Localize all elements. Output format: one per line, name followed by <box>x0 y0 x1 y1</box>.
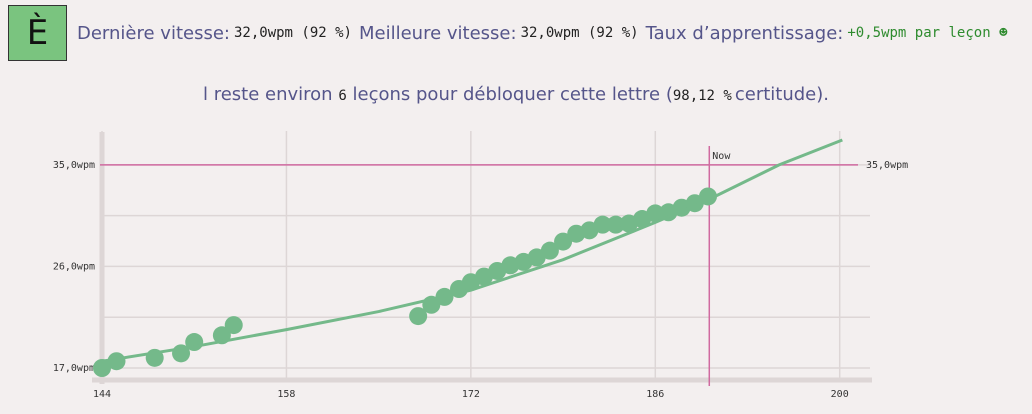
point <box>593 215 612 234</box>
stat-value: 32,0wpm (92 %) <box>233 25 352 41</box>
stat-label: Meilleure vitesse: <box>359 22 517 44</box>
letter: È <box>8 5 67 61</box>
stat-value: 32,0wpm (92 %) <box>520 25 639 41</box>
x-tick-label: 158 <box>277 389 295 400</box>
y-tick-label: 26,0wpm <box>53 261 95 272</box>
x-tick-label: 144 <box>93 389 111 400</box>
point <box>606 215 625 234</box>
header: È Dernière vitesse: 32,0wpm (92 %) Meille… <box>8 5 1015 61</box>
message-text: leçons pour débloquer cette lettre ( <box>352 84 673 105</box>
point <box>540 241 559 260</box>
point <box>554 232 573 251</box>
stat-value: +0,5wpm par leçon ☻ <box>847 25 1008 41</box>
point <box>646 204 665 223</box>
point <box>224 316 243 335</box>
x-tick-label: 186 <box>646 389 664 400</box>
stat-label: Dernière vitesse: <box>77 22 230 44</box>
message: l reste environ 6 leçons pour débloquer … <box>0 84 1032 105</box>
certainty: 98,12 % <box>672 88 732 104</box>
x-tick-label: 172 <box>462 389 480 400</box>
now-label: Now <box>712 151 731 162</box>
lesson-count: 6 <box>338 88 347 104</box>
stat-label: Taux d’apprentissage: <box>645 22 844 44</box>
y-tick-label: 17,0wpm <box>53 363 95 374</box>
message-text: certitude). <box>734 84 829 105</box>
point <box>93 359 111 377</box>
message-text: l reste environ <box>203 84 333 105</box>
x-tick-label: 200 <box>831 389 849 400</box>
target-label: 35,0wpm <box>866 160 908 171</box>
y-tick-label: 35,0wpm <box>53 160 95 171</box>
point <box>409 307 428 326</box>
trend-line <box>101 138 843 363</box>
